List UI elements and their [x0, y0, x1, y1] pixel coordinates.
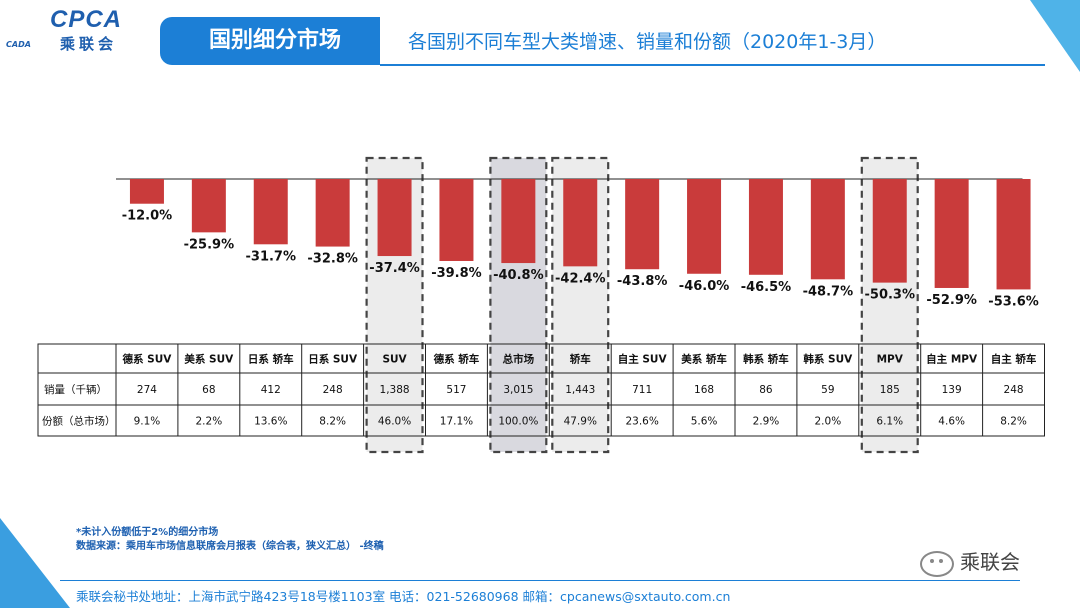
bar-label-2: -31.7%: [246, 249, 297, 264]
bar-14: [996, 179, 1031, 290]
bar-label-6: -40.8%: [493, 268, 544, 283]
logo-sub-text: CADA: [6, 40, 31, 49]
category-label-2: 日系 轿车: [248, 353, 294, 366]
bar-label-1: -25.9%: [184, 237, 235, 252]
bar-label-12: -50.3%: [865, 288, 916, 303]
bar-0: [129, 179, 164, 204]
sales-cell-1: 68: [202, 384, 215, 396]
share-cell-10: 2.9%: [753, 416, 780, 428]
category-label-10: 韩系 轿车: [743, 353, 789, 366]
sales-cell-3: 248: [323, 384, 343, 396]
sales-cell-4: 1,388: [380, 384, 410, 396]
bar-label-5: -39.8%: [431, 266, 482, 281]
share-cell-6: 100.0%: [498, 416, 538, 428]
bar-label-0: -12.0%: [122, 209, 173, 224]
title-underline: [380, 64, 1045, 66]
sales-cell-12: 185: [880, 384, 900, 396]
cpca-logo: CPCA 乘联会 CADA: [0, 0, 150, 58]
share-cell-1: 2.2%: [196, 416, 223, 428]
sales-cell-8: 711: [632, 384, 652, 396]
category-label-5: 德系 轿车: [433, 353, 480, 366]
sales-cell-9: 168: [694, 384, 714, 396]
category-label-8: 自主 SUV: [618, 353, 668, 366]
bar-6: [501, 179, 536, 264]
share-cell-11: 2.0%: [815, 416, 842, 428]
bar-label-10: -46.5%: [741, 280, 792, 295]
logo-text-en: CPCA: [50, 6, 123, 33]
bar-5: [439, 179, 474, 261]
category-label-7: 轿车: [570, 353, 591, 366]
corner-decoration-bottom-left: [0, 518, 70, 608]
bar-1: [191, 179, 226, 233]
bar-12: [872, 179, 907, 283]
category-label-13: 自主 MPV: [926, 353, 978, 366]
share-cell-3: 8.2%: [319, 416, 346, 428]
share-cell-7: 47.9%: [564, 416, 597, 428]
category-label-11: 韩系 SUV: [803, 353, 853, 366]
bar-4: [377, 179, 412, 257]
bar-label-9: -46.0%: [679, 279, 730, 294]
bar-label-4: -37.4%: [369, 261, 420, 276]
bar-label-14: -53.6%: [988, 294, 1039, 309]
category-label-12: MPV: [877, 354, 904, 366]
category-label-14: 自主 轿车: [991, 353, 1037, 366]
sales-cell-0: 274: [137, 384, 157, 396]
category-label-0: 德系 SUV: [122, 353, 173, 366]
share-cell-9: 5.6%: [691, 416, 718, 428]
share-cell-5: 17.1%: [440, 416, 473, 428]
row-label-share: 份额（总市场）: [42, 415, 116, 428]
category-label-6: 总市场: [503, 353, 535, 366]
logo-text-cn: 乘联会: [60, 35, 118, 53]
sales-cell-7: 1,443: [565, 384, 595, 396]
corner-decoration-top-right: [1030, 0, 1080, 72]
bar-8: [625, 179, 660, 270]
bar-11: [810, 179, 845, 280]
bar-label-13: -52.9%: [926, 293, 977, 308]
footer-contact: 乘联会秘书处地址：上海市武宁路423号18号楼1103室 电话：021-5268…: [76, 589, 731, 604]
share-cell-12: 6.1%: [876, 416, 903, 428]
bar-label-8: -43.8%: [617, 274, 668, 289]
chart-notes: *未计入份额低于2%的细分市场 数据来源：乘用车市场信息联席会月报表（综合表，狭…: [76, 526, 384, 554]
sales-cell-2: 412: [261, 384, 281, 396]
bar-label-11: -48.7%: [803, 284, 854, 299]
bar-2: [253, 179, 288, 245]
title-pill: [160, 17, 380, 65]
row-label-sales: 销量（千辆）: [44, 383, 107, 396]
bar-10: [748, 179, 783, 275]
page-title: 国别细分市场: [208, 28, 341, 53]
sales-cell-11: 59: [821, 384, 834, 396]
bar-13: [934, 179, 969, 288]
share-cell-0: 9.1%: [134, 416, 161, 428]
share-cell-14: 8.2%: [1000, 416, 1027, 428]
category-label-9: 美系 轿车: [681, 353, 727, 366]
share-cell-13: 4.6%: [938, 416, 965, 428]
page-subtitle: 各国别不同车型大类增速、销量和份额（2020年1-3月）: [408, 31, 887, 53]
sales-cell-6: 3,015: [503, 384, 533, 396]
share-cell-2: 13.6%: [254, 416, 287, 428]
sales-cell-10: 86: [759, 384, 773, 396]
category-label-3: 日系 SUV: [308, 353, 358, 366]
data-table-frame: [37, 343, 1045, 437]
bar-7: [563, 179, 598, 267]
bar-label-7: -42.4%: [555, 271, 606, 286]
category-label-4: SUV: [382, 354, 407, 366]
wechat-badge: 乘联会: [920, 546, 1020, 577]
note-threshold: *未计入份额低于2%的细分市场: [76, 527, 219, 538]
bar-label-3: -32.8%: [307, 252, 358, 267]
wechat-label: 乘联会: [960, 550, 1020, 574]
sales-cell-14: 248: [1004, 384, 1024, 396]
share-cell-8: 23.6%: [625, 416, 658, 428]
bar-3: [315, 179, 350, 247]
bar-9: [687, 179, 722, 274]
category-label-1: 美系 SUV: [184, 353, 234, 366]
wechat-icon: [920, 550, 954, 577]
footer-divider: [60, 580, 1020, 581]
share-cell-4: 46.0%: [378, 416, 411, 428]
sales-cell-13: 139: [942, 384, 962, 396]
sales-cell-5: 517: [446, 384, 466, 396]
note-source: 数据来源：乘用车市场信息联席会月报表（综合表，狭义汇总） -终稿: [76, 541, 384, 552]
